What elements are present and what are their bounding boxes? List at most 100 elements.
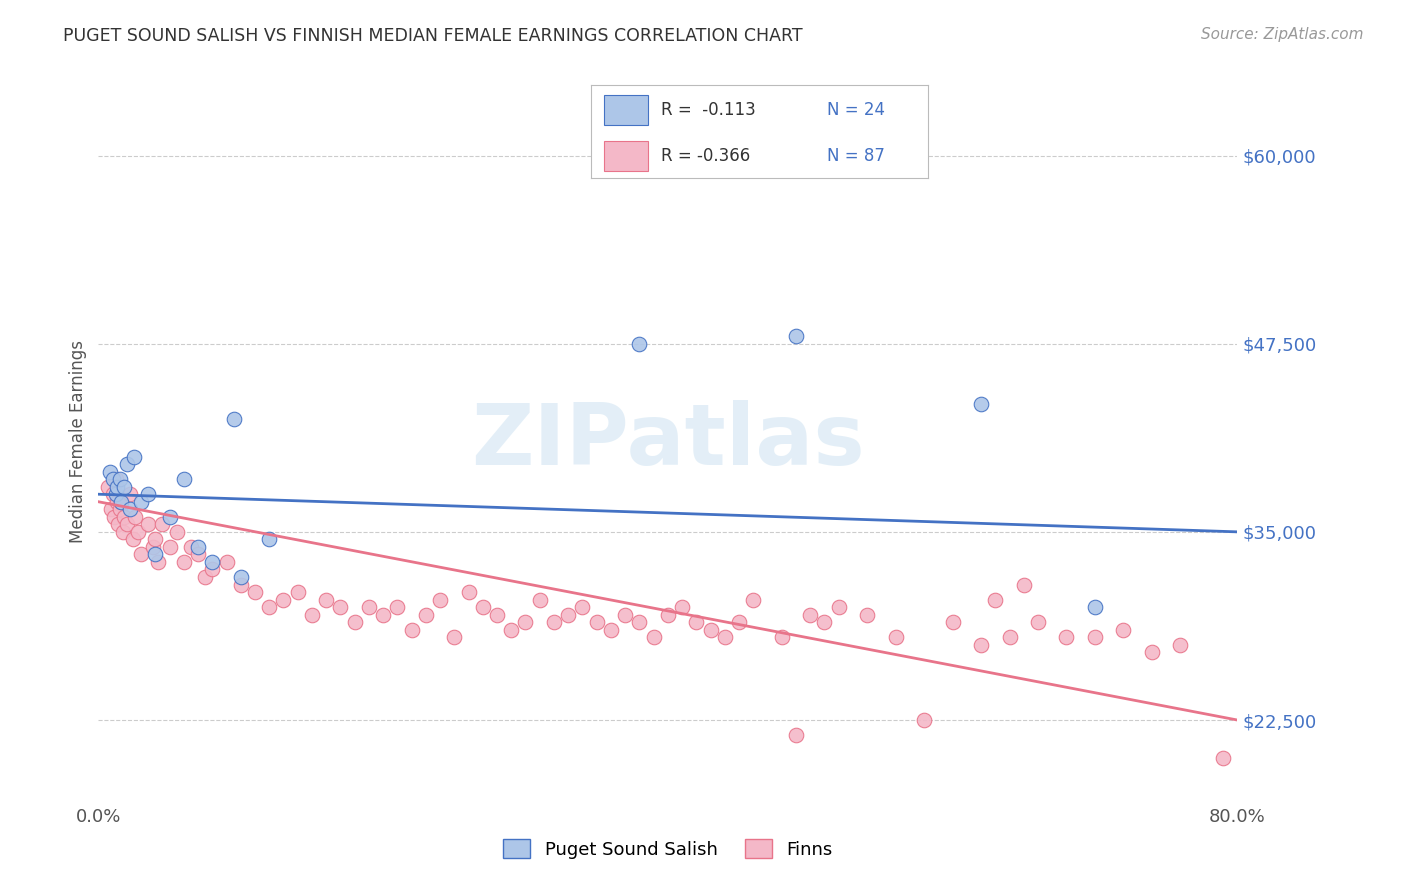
Point — [118, 502, 141, 516]
Point — [141, 540, 163, 554]
Point — [1170, 638, 1192, 652]
Point — [136, 517, 159, 532]
Point — [471, 600, 494, 615]
Point — [529, 592, 551, 607]
Point — [671, 600, 693, 615]
Text: R = -0.366: R = -0.366 — [661, 147, 751, 165]
Point — [401, 623, 423, 637]
Point — [828, 600, 851, 615]
Point — [112, 480, 135, 494]
Point — [159, 509, 181, 524]
Point — [1012, 577, 1035, 591]
Point — [301, 607, 323, 622]
Point — [1056, 630, 1078, 644]
Point — [343, 615, 366, 630]
Point — [856, 607, 879, 622]
Point — [813, 615, 835, 630]
Point — [501, 623, 523, 637]
Y-axis label: Median Female Earnings: Median Female Earnings — [69, 340, 87, 543]
Point — [111, 524, 134, 539]
Point — [585, 615, 607, 630]
Point — [110, 494, 132, 508]
Point — [180, 540, 202, 554]
Point — [107, 517, 129, 532]
Point — [222, 412, 245, 426]
Text: N = 87: N = 87 — [827, 147, 884, 165]
Point — [557, 607, 579, 622]
Point — [998, 630, 1021, 644]
Point — [259, 600, 281, 615]
Point — [105, 480, 128, 494]
Point — [194, 570, 217, 584]
Point — [129, 494, 152, 508]
Point — [714, 630, 737, 644]
Text: PUGET SOUND SALISH VS FINNISH MEDIAN FEMALE EARNINGS CORRELATION CHART: PUGET SOUND SALISH VS FINNISH MEDIAN FEM… — [63, 27, 803, 45]
Point — [173, 472, 195, 486]
Point — [105, 494, 128, 508]
Point — [329, 600, 352, 615]
Point — [884, 630, 907, 644]
Point — [148, 555, 170, 569]
FancyBboxPatch shape — [605, 141, 648, 171]
Point — [166, 524, 188, 539]
Point — [699, 623, 721, 637]
Point — [387, 600, 409, 615]
Point — [685, 615, 707, 630]
Point — [657, 607, 679, 622]
Point — [129, 548, 152, 562]
Point — [152, 517, 174, 532]
Point — [457, 585, 479, 599]
Point — [101, 472, 124, 486]
Point — [187, 548, 209, 562]
Point — [628, 615, 651, 630]
Point — [543, 615, 565, 630]
Point — [145, 533, 167, 547]
Point — [1084, 600, 1107, 615]
Point — [942, 615, 965, 630]
Point — [229, 577, 252, 591]
Point — [1084, 630, 1107, 644]
Point — [115, 517, 138, 532]
Point — [136, 487, 159, 501]
Point — [124, 509, 146, 524]
Point — [643, 630, 665, 644]
Point — [187, 540, 209, 554]
Point — [98, 465, 121, 479]
Point — [118, 487, 141, 501]
Point — [104, 487, 127, 501]
Point — [970, 397, 993, 411]
Point — [115, 457, 138, 471]
Point — [104, 472, 127, 486]
Point — [770, 630, 793, 644]
Point — [1140, 645, 1163, 659]
Point — [486, 607, 509, 622]
Point — [415, 607, 437, 622]
Point — [259, 533, 281, 547]
Legend: Puget Sound Salish, Finns: Puget Sound Salish, Finns — [496, 832, 839, 866]
Point — [273, 592, 295, 607]
Point — [742, 592, 765, 607]
Text: R =  -0.113: R = -0.113 — [661, 101, 756, 119]
Point — [112, 509, 135, 524]
Point — [201, 555, 224, 569]
Point — [173, 555, 195, 569]
Point — [429, 592, 451, 607]
Point — [984, 592, 1007, 607]
Point — [728, 615, 751, 630]
Point — [799, 607, 821, 622]
Point — [100, 502, 122, 516]
Point — [315, 592, 337, 607]
Point — [159, 540, 181, 554]
Point — [785, 329, 807, 343]
Point — [97, 480, 120, 494]
Point — [145, 548, 167, 562]
Point — [571, 600, 593, 615]
FancyBboxPatch shape — [605, 95, 648, 125]
Point — [127, 524, 149, 539]
Point — [110, 494, 132, 508]
Point — [1026, 615, 1049, 630]
Point — [357, 600, 380, 615]
Point — [215, 555, 238, 569]
Point — [108, 502, 131, 516]
Point — [101, 487, 124, 501]
